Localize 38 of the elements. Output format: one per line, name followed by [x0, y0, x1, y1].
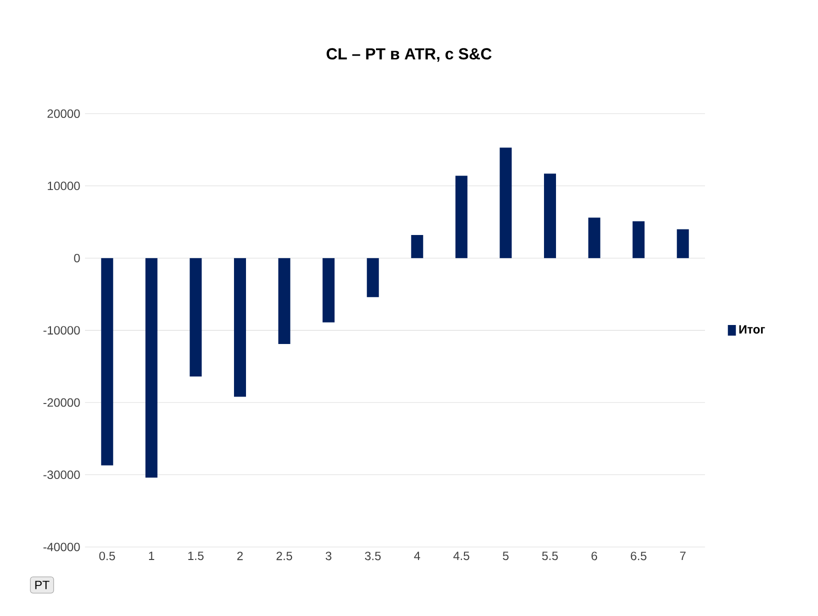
- bar: [145, 258, 158, 478]
- x-tick-label: 5.5: [542, 552, 558, 560]
- bar: [278, 258, 290, 344]
- bar: [322, 258, 335, 322]
- y-tick-label: 10000: [48, 182, 80, 190]
- bar: [455, 176, 468, 258]
- bar: [588, 218, 600, 258]
- y-tick-label: -10000: [43, 326, 80, 335]
- x-tick-label: 0.5: [99, 552, 115, 560]
- x-tick-label: 3: [326, 552, 332, 560]
- bar: [500, 148, 512, 258]
- x-tick-label: 2.5: [276, 552, 292, 560]
- bar: [190, 258, 202, 377]
- y-tick-label: -20000: [43, 398, 80, 407]
- x-tick-label: 2: [237, 552, 243, 560]
- bar: [676, 229, 689, 258]
- x-tick-label: 4: [414, 552, 420, 560]
- chart-title: CL – PT в ATR, с S&C: [326, 48, 492, 62]
- y-tick-label: -40000: [43, 542, 80, 552]
- x-tick-label: 3.5: [364, 552, 381, 560]
- bar: [411, 234, 424, 258]
- x-tick-label: 6.5: [630, 552, 646, 560]
- x-tick-label: 4.5: [453, 552, 470, 560]
- x-tick-label: 1: [149, 552, 154, 560]
- x-tick-label: 7: [680, 552, 686, 560]
- x-tick-label: 1.5: [188, 552, 204, 560]
- legend-label: Итог: [739, 325, 765, 334]
- bar: [101, 258, 114, 466]
- bar: [234, 258, 246, 397]
- bar: [366, 258, 379, 298]
- x-tick-label: 6: [592, 552, 598, 560]
- text: PT: [35, 580, 50, 590]
- bar: [544, 174, 556, 258]
- x-tick-label: 5: [502, 552, 509, 560]
- y-tick-label: 20000: [48, 109, 80, 118]
- y-tick-label: -30000: [43, 470, 80, 480]
- y-tick-label: 0: [74, 254, 80, 262]
- bar: [632, 221, 645, 258]
